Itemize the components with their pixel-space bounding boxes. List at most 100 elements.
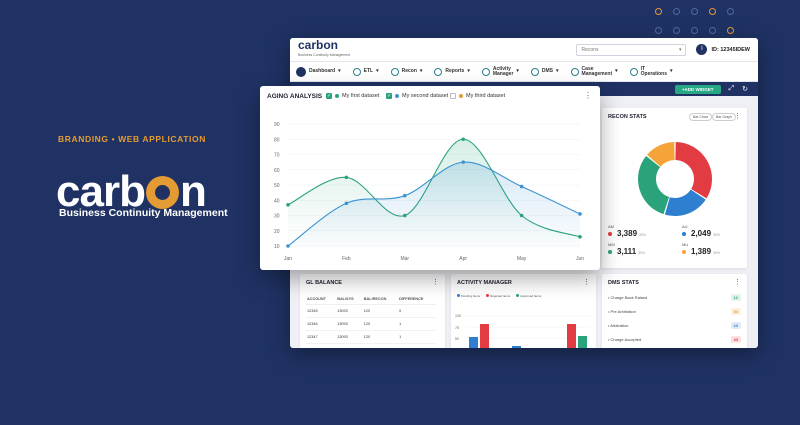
nav-item[interactable]: Dashboard ▾: [296, 66, 341, 77]
column-header[interactable]: DIFFERENCE: [398, 294, 436, 305]
y-tick-label: 70: [274, 153, 280, 159]
column-header[interactable]: BAL/SYS: [336, 294, 363, 305]
more-icon[interactable]: ⋮: [734, 113, 741, 120]
stat-value: 3,389: [617, 229, 638, 238]
legend-dot: [335, 94, 339, 98]
nav-item[interactable]: Recon ▾: [390, 67, 422, 76]
logo-subtitle: Business Continuity Management: [59, 207, 228, 219]
nav-label: DMS: [541, 68, 554, 74]
data-point[interactable]: [286, 203, 290, 207]
data-point[interactable]: [519, 184, 524, 189]
series-area: [288, 162, 580, 246]
stat-value: 3,111: [617, 247, 637, 256]
nav-item[interactable]: DMS ▾: [530, 67, 559, 76]
y-tick-label: 10: [274, 244, 280, 250]
nav-item[interactable]: Reports ▾: [434, 67, 470, 76]
data-point[interactable]: [286, 244, 290, 248]
caret-down-icon: ▾: [556, 68, 559, 74]
list-item[interactable]: • Arbitration 23: [608, 322, 741, 329]
bar-chart-pill[interactable]: Bar Chart: [689, 113, 712, 121]
data-point[interactable]: [461, 160, 465, 164]
dms-stats-title: DMS STATS: [608, 280, 639, 286]
data-point[interactable]: [578, 212, 582, 216]
checkbox[interactable]: ✓: [386, 93, 392, 99]
nav-icon: [390, 67, 399, 76]
y-tick-label: 75: [455, 326, 459, 330]
table-cell: 120: [362, 317, 399, 331]
legend-item[interactable]: Pending Items: [457, 294, 480, 298]
list-item[interactable]: • Charge Back Raised 12: [608, 294, 741, 301]
dms-label-text: Pre Arbitration: [610, 309, 636, 314]
recon-donut-chart: [638, 142, 712, 216]
more-icon[interactable]: ⋮: [734, 279, 741, 286]
nav-item[interactable]: IT Operations ▾: [629, 66, 673, 77]
data-point[interactable]: [461, 137, 465, 142]
expand-icon[interactable]: ⤢: [728, 85, 735, 92]
data-point[interactable]: [344, 175, 349, 180]
nav-label: Reports: [445, 68, 465, 74]
donut-slice[interactable]: [675, 142, 712, 199]
dms-label: • Charge Back Raised: [608, 295, 648, 300]
decorative-dot: [655, 27, 662, 34]
y-tick-label: 100: [455, 314, 461, 318]
list-item[interactable]: • Pre Arbitration 54: [608, 308, 741, 315]
more-icon[interactable]: ⋮: [432, 279, 439, 286]
bar-graph-pill[interactable]: Bar Graph: [712, 113, 737, 121]
table-row[interactable]: 12346 13093 120 1: [306, 317, 436, 331]
donut-slice[interactable]: [647, 142, 675, 167]
legend-item[interactable]: ✓ My first dataset: [326, 93, 379, 99]
legend-item[interactable]: Approved Items: [516, 294, 541, 298]
donut-slice[interactable]: [664, 189, 706, 216]
chevron-down-icon: ▾: [678, 46, 682, 53]
column-header[interactable]: BAL/RECON: [362, 294, 399, 305]
stat-percent: 30%: [639, 233, 647, 237]
nav-item[interactable]: Activity Manager ▾: [481, 66, 519, 77]
more-icon[interactable]: ⋮: [583, 279, 590, 286]
table-row[interactable]: 12347 13093 120 1: [306, 330, 436, 344]
activity-legend: Pending Items Rejected Items Approved Item…: [457, 294, 541, 298]
stat-value: 1,389: [691, 247, 712, 256]
legend-label: Approved Items: [520, 294, 542, 298]
count-badge: 12: [730, 294, 741, 301]
nav-icon: [629, 67, 638, 76]
stat-dot: [682, 232, 686, 236]
column-header[interactable]: ACCOUNT: [306, 294, 337, 305]
data-point[interactable]: [344, 201, 349, 206]
nav-label: Recon: [401, 68, 417, 74]
data-point[interactable]: [403, 193, 407, 198]
x-tick-label: May: [517, 256, 527, 262]
checkbox[interactable]: [450, 93, 456, 99]
legend-item[interactable]: Rejected Items: [486, 294, 510, 298]
stat-dot: [682, 250, 686, 254]
add-widget-button[interactable]: +ADD WIDGET: [674, 84, 721, 94]
nav-item[interactable]: ETL ▾: [352, 67, 379, 76]
table-cell: 13093: [336, 304, 363, 318]
y-tick-label: 90: [274, 122, 280, 128]
table-cell: 120: [362, 304, 399, 318]
legend-item[interactable]: My third dataset: [450, 93, 505, 99]
table-row[interactable]: 12345 13093 120 0: [306, 304, 436, 318]
table-cell: 12345: [306, 304, 337, 318]
nav-item[interactable]: Case Management ▾: [570, 66, 618, 77]
refresh-icon[interactable]: ↻: [742, 86, 748, 93]
y-tick-label: 30: [274, 214, 280, 220]
donut-slice[interactable]: [638, 155, 670, 215]
app-logo[interactable]: carbon Business Continuity Management: [298, 38, 351, 57]
decorative-dot: [709, 27, 716, 34]
checkbox[interactable]: ✓: [326, 93, 332, 99]
aging-line-chart: 10 20 30 40 50 60 70 80 90 Jan Feb Mar Apr May Jun: [274, 122, 584, 262]
more-icon[interactable]: ⋮: [584, 91, 592, 100]
decorative-dot: [727, 27, 734, 34]
recon-stat: AM 3,389 30%: [608, 224, 646, 238]
table-cell: 12346: [306, 317, 337, 331]
x-tick-label: Mar: [400, 256, 409, 262]
y-tick-label: 50: [274, 183, 280, 189]
stat-label: MM: [608, 242, 615, 247]
list-item[interactable]: • Charge Accepted 43: [608, 336, 741, 343]
pending-bar: [469, 337, 478, 348]
aging-analysis-title: AGING ANALYSIS: [267, 93, 323, 100]
legend-item[interactable]: ✓ My second dataset: [386, 93, 448, 99]
top-bar: carbon Business Continuity Management Rec…: [290, 38, 758, 62]
search-dropdown[interactable]: Recons ▾: [576, 43, 687, 56]
avatar[interactable]: I: [696, 44, 708, 55]
